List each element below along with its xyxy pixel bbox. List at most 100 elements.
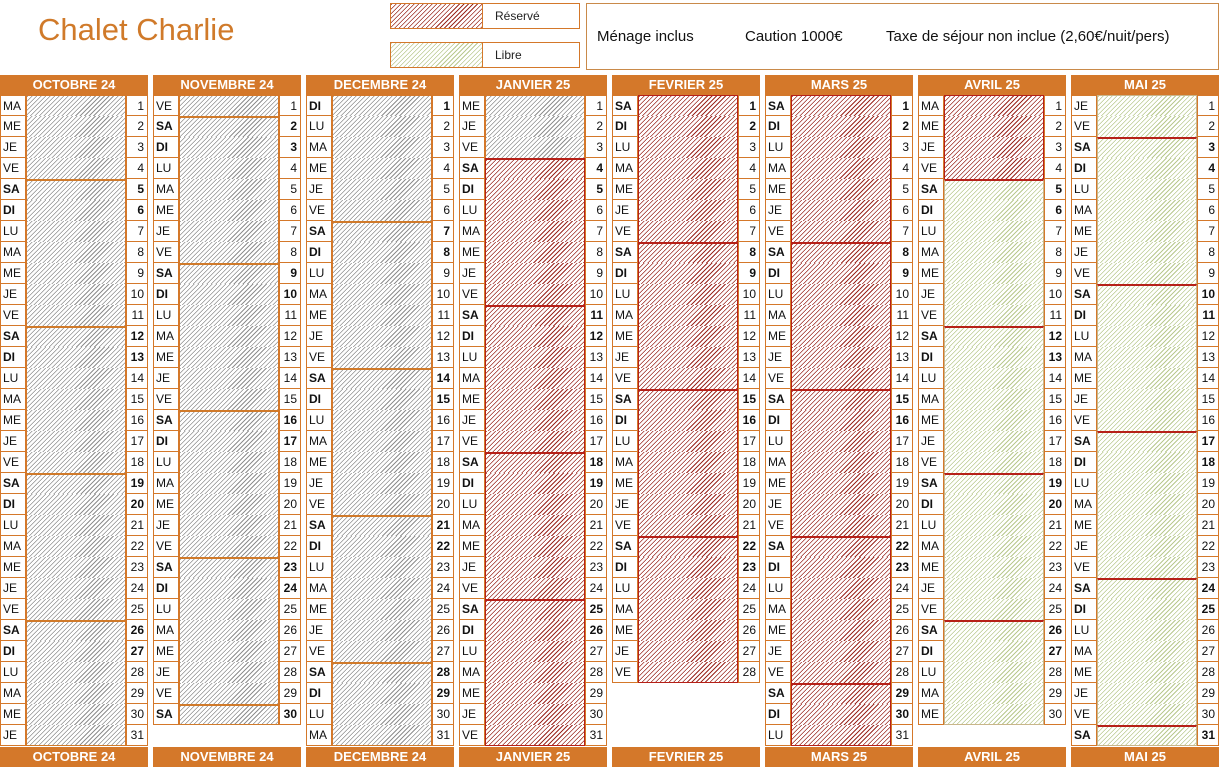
day-row[interactable]: MA 17	[306, 431, 454, 452]
free-cell[interactable]	[1097, 473, 1197, 494]
day-row[interactable]: MA 15	[0, 389, 148, 410]
day-row[interactable]: VE 27	[306, 641, 454, 662]
reserved-cell[interactable]	[638, 200, 738, 221]
reserved-cell[interactable]	[791, 284, 891, 305]
free-cell[interactable]	[1097, 515, 1197, 536]
past-period-cell[interactable]	[332, 389, 432, 410]
day-row[interactable]: ME 5	[612, 179, 760, 200]
day-row[interactable]: LU 20	[459, 494, 607, 515]
past-period-cell[interactable]	[179, 221, 279, 242]
day-row[interactable]: LU 26	[1071, 620, 1219, 641]
reserved-cell[interactable]	[638, 221, 738, 242]
day-row[interactable]: JE 15	[1071, 389, 1219, 410]
day-row[interactable]: DI 20	[0, 494, 148, 515]
past-period-cell[interactable]	[26, 116, 126, 137]
day-row[interactable]: DI 27	[0, 641, 148, 662]
day-row[interactable]: SA 14	[306, 368, 454, 389]
day-row[interactable]: SA 28	[306, 662, 454, 683]
free-cell[interactable]	[1097, 95, 1197, 116]
day-row[interactable]: JE 16	[459, 410, 607, 431]
day-row[interactable]: ME 15	[459, 389, 607, 410]
day-row[interactable]: LU 18	[153, 452, 301, 473]
day-row[interactable]: ME 11	[306, 305, 454, 326]
day-row[interactable]: DI 16	[612, 410, 760, 431]
past-period-cell[interactable]	[26, 662, 126, 683]
day-row[interactable]: VE 22	[153, 536, 301, 557]
past-period-cell[interactable]	[26, 620, 126, 641]
day-row[interactable]: SA 22	[612, 536, 760, 557]
free-cell[interactable]	[944, 305, 1044, 326]
day-row[interactable]: JE 20	[612, 494, 760, 515]
day-row[interactable]: DI 13	[918, 347, 1066, 368]
reserved-cell[interactable]	[791, 557, 891, 578]
day-row[interactable]: LU 23	[306, 557, 454, 578]
past-period-cell[interactable]	[179, 389, 279, 410]
day-row[interactable]: SA 29	[765, 683, 913, 704]
reserved-cell[interactable]	[485, 242, 585, 263]
day-row[interactable]: ME 9	[918, 263, 1066, 284]
reserved-cell[interactable]	[638, 620, 738, 641]
day-row[interactable]: LU 24	[765, 578, 913, 599]
free-cell[interactable]	[1097, 242, 1197, 263]
day-row[interactable]: JE 26	[306, 620, 454, 641]
past-period-cell[interactable]	[26, 305, 126, 326]
day-row[interactable]: VE 6	[306, 200, 454, 221]
reserved-cell[interactable]	[638, 431, 738, 452]
day-row[interactable]: DI 10	[153, 284, 301, 305]
past-period-cell[interactable]	[179, 116, 279, 137]
reserved-cell[interactable]	[485, 410, 585, 431]
day-row[interactable]: JE 19	[306, 473, 454, 494]
day-row[interactable]: ME 23	[0, 557, 148, 578]
day-row[interactable]: MA 4	[765, 158, 913, 179]
past-period-cell[interactable]	[332, 725, 432, 746]
reserved-cell[interactable]	[791, 641, 891, 662]
day-row[interactable]: JE 23	[459, 557, 607, 578]
day-row[interactable]: ME 2	[918, 116, 1066, 137]
day-row[interactable]: LU 5	[1071, 179, 1219, 200]
free-cell[interactable]	[1097, 326, 1197, 347]
day-row[interactable]: SA 19	[918, 473, 1066, 494]
past-period-cell[interactable]	[332, 137, 432, 158]
day-row[interactable]: DI 11	[1071, 305, 1219, 326]
free-cell[interactable]	[944, 410, 1044, 431]
day-row[interactable]: ME 12	[612, 326, 760, 347]
free-cell[interactable]	[1097, 158, 1197, 179]
free-cell[interactable]	[1097, 641, 1197, 662]
past-period-cell[interactable]	[179, 557, 279, 578]
past-period-cell[interactable]	[26, 536, 126, 557]
day-row[interactable]: SA 12	[0, 326, 148, 347]
day-row[interactable]: VE 18	[918, 452, 1066, 473]
day-row[interactable]: LU 7	[918, 221, 1066, 242]
day-row[interactable]: VE 11	[0, 305, 148, 326]
day-row[interactable]: ME 8	[459, 242, 607, 263]
day-row[interactable]: LU 14	[918, 368, 1066, 389]
past-period-cell[interactable]	[179, 662, 279, 683]
day-row[interactable]: VE 16	[1071, 410, 1219, 431]
free-cell[interactable]	[944, 473, 1044, 494]
day-row[interactable]: VE 24	[459, 578, 607, 599]
free-cell[interactable]	[1097, 662, 1197, 683]
day-row[interactable]: ME 12	[765, 326, 913, 347]
reserved-cell[interactable]	[485, 179, 585, 200]
day-row[interactable]: MA 8	[918, 242, 1066, 263]
day-row[interactable]: DI 8	[306, 242, 454, 263]
day-row[interactable]: JE 8	[1071, 242, 1219, 263]
reserved-cell[interactable]	[791, 683, 891, 704]
free-cell[interactable]	[1097, 557, 1197, 578]
free-cell[interactable]	[944, 515, 1044, 536]
day-row[interactable]: SA 15	[765, 389, 913, 410]
reserved-cell[interactable]	[638, 137, 738, 158]
day-row[interactable]: LU 25	[153, 599, 301, 620]
day-row[interactable]: VE 7	[612, 221, 760, 242]
past-period-cell[interactable]	[332, 116, 432, 137]
free-cell[interactable]	[1097, 431, 1197, 452]
day-row[interactable]: JE 3	[918, 137, 1066, 158]
reserved-cell[interactable]	[791, 263, 891, 284]
day-row[interactable]: DI 23	[765, 557, 913, 578]
day-row[interactable]: ME 16	[918, 410, 1066, 431]
day-row[interactable]: DI 19	[459, 473, 607, 494]
day-row[interactable]: MA 29	[0, 683, 148, 704]
past-period-cell[interactable]	[332, 326, 432, 347]
past-period-cell[interactable]	[332, 158, 432, 179]
reserved-cell[interactable]	[485, 326, 585, 347]
